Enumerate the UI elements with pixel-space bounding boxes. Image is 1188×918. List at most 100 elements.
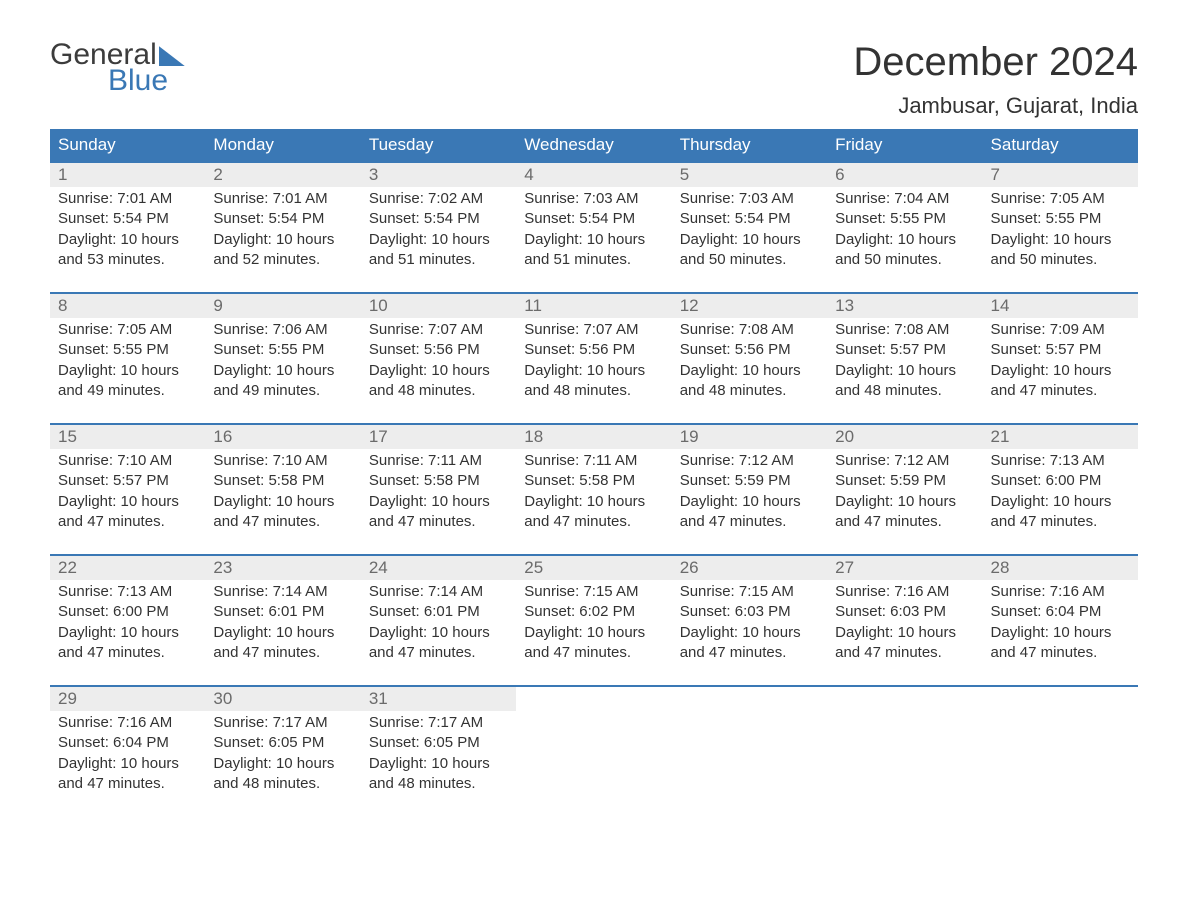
week-row: 8Sunrise: 7:05 AMSunset: 5:55 PMDaylight…	[50, 293, 1138, 424]
empty-cell	[672, 686, 827, 816]
weekday-header-cell: Thursday	[672, 129, 827, 162]
header: General Blue December 2024 Jambusar, Guj…	[50, 40, 1138, 119]
empty-cell	[516, 686, 671, 816]
day-cell: 1Sunrise: 7:01 AMSunset: 5:54 PMDaylight…	[50, 162, 205, 293]
day-details: Sunrise: 7:07 AMSunset: 5:56 PMDaylight:…	[524, 318, 663, 401]
week-row: 15Sunrise: 7:10 AMSunset: 5:57 PMDayligh…	[50, 424, 1138, 555]
day-number: 2	[213, 163, 352, 187]
weekday-header-cell: Saturday	[983, 129, 1138, 162]
empty-cell	[827, 686, 982, 816]
day-details: Sunrise: 7:01 AMSunset: 5:54 PMDaylight:…	[213, 187, 352, 270]
day-number: 22	[58, 556, 197, 580]
day-number: 29	[58, 687, 197, 711]
day-details: Sunrise: 7:05 AMSunset: 5:55 PMDaylight:…	[58, 318, 197, 401]
day-number: 19	[680, 425, 819, 449]
day-cell: 13Sunrise: 7:08 AMSunset: 5:57 PMDayligh…	[827, 293, 982, 424]
day-number: 5	[680, 163, 819, 187]
day-details: Sunrise: 7:16 AMSunset: 6:04 PMDaylight:…	[58, 711, 197, 794]
day-cell: 17Sunrise: 7:11 AMSunset: 5:58 PMDayligh…	[361, 424, 516, 555]
day-number: 14	[991, 294, 1130, 318]
day-cell: 21Sunrise: 7:13 AMSunset: 6:00 PMDayligh…	[983, 424, 1138, 555]
day-cell: 10Sunrise: 7:07 AMSunset: 5:56 PMDayligh…	[361, 293, 516, 424]
day-number: 21	[991, 425, 1130, 449]
day-cell: 28Sunrise: 7:16 AMSunset: 6:04 PMDayligh…	[983, 555, 1138, 686]
day-number: 3	[369, 163, 508, 187]
day-details: Sunrise: 7:14 AMSunset: 6:01 PMDaylight:…	[369, 580, 508, 663]
day-cell: 15Sunrise: 7:10 AMSunset: 5:57 PMDayligh…	[50, 424, 205, 555]
day-number: 17	[369, 425, 508, 449]
day-details: Sunrise: 7:03 AMSunset: 5:54 PMDaylight:…	[680, 187, 819, 270]
day-details: Sunrise: 7:17 AMSunset: 6:05 PMDaylight:…	[213, 711, 352, 794]
day-details: Sunrise: 7:08 AMSunset: 5:57 PMDaylight:…	[835, 318, 974, 401]
day-details: Sunrise: 7:02 AMSunset: 5:54 PMDaylight:…	[369, 187, 508, 270]
day-cell: 4Sunrise: 7:03 AMSunset: 5:54 PMDaylight…	[516, 162, 671, 293]
day-number: 7	[991, 163, 1130, 187]
day-number: 28	[991, 556, 1130, 580]
day-details: Sunrise: 7:11 AMSunset: 5:58 PMDaylight:…	[524, 449, 663, 532]
day-details: Sunrise: 7:11 AMSunset: 5:58 PMDaylight:…	[369, 449, 508, 532]
day-number: 9	[213, 294, 352, 318]
weekday-header-cell: Tuesday	[361, 129, 516, 162]
day-details: Sunrise: 7:07 AMSunset: 5:56 PMDaylight:…	[369, 318, 508, 401]
day-details: Sunrise: 7:09 AMSunset: 5:57 PMDaylight:…	[991, 318, 1130, 401]
day-details: Sunrise: 7:05 AMSunset: 5:55 PMDaylight:…	[991, 187, 1130, 270]
weekday-header-cell: Friday	[827, 129, 982, 162]
day-cell: 25Sunrise: 7:15 AMSunset: 6:02 PMDayligh…	[516, 555, 671, 686]
day-number: 13	[835, 294, 974, 318]
day-number: 30	[213, 687, 352, 711]
day-cell: 27Sunrise: 7:16 AMSunset: 6:03 PMDayligh…	[827, 555, 982, 686]
day-cell: 12Sunrise: 7:08 AMSunset: 5:56 PMDayligh…	[672, 293, 827, 424]
day-details: Sunrise: 7:08 AMSunset: 5:56 PMDaylight:…	[680, 318, 819, 401]
day-details: Sunrise: 7:12 AMSunset: 5:59 PMDaylight:…	[835, 449, 974, 532]
location: Jambusar, Gujarat, India	[853, 93, 1138, 119]
weekday-header-cell: Wednesday	[516, 129, 671, 162]
weekday-header-cell: Monday	[205, 129, 360, 162]
week-row: 1Sunrise: 7:01 AMSunset: 5:54 PMDaylight…	[50, 162, 1138, 293]
day-cell: 26Sunrise: 7:15 AMSunset: 6:03 PMDayligh…	[672, 555, 827, 686]
weekday-header-cell: Sunday	[50, 129, 205, 162]
day-number: 6	[835, 163, 974, 187]
day-details: Sunrise: 7:13 AMSunset: 6:00 PMDaylight:…	[991, 449, 1130, 532]
day-details: Sunrise: 7:14 AMSunset: 6:01 PMDaylight:…	[213, 580, 352, 663]
day-cell: 2Sunrise: 7:01 AMSunset: 5:54 PMDaylight…	[205, 162, 360, 293]
day-cell: 6Sunrise: 7:04 AMSunset: 5:55 PMDaylight…	[827, 162, 982, 293]
day-details: Sunrise: 7:13 AMSunset: 6:00 PMDaylight:…	[58, 580, 197, 663]
day-details: Sunrise: 7:03 AMSunset: 5:54 PMDaylight:…	[524, 187, 663, 270]
day-cell: 7Sunrise: 7:05 AMSunset: 5:55 PMDaylight…	[983, 162, 1138, 293]
month-title: December 2024	[853, 40, 1138, 85]
day-cell: 20Sunrise: 7:12 AMSunset: 5:59 PMDayligh…	[827, 424, 982, 555]
day-details: Sunrise: 7:04 AMSunset: 5:55 PMDaylight:…	[835, 187, 974, 270]
week-row: 22Sunrise: 7:13 AMSunset: 6:00 PMDayligh…	[50, 555, 1138, 686]
day-number: 31	[369, 687, 508, 711]
day-number: 11	[524, 294, 663, 318]
day-number: 23	[213, 556, 352, 580]
day-cell: 8Sunrise: 7:05 AMSunset: 5:55 PMDaylight…	[50, 293, 205, 424]
day-cell: 16Sunrise: 7:10 AMSunset: 5:58 PMDayligh…	[205, 424, 360, 555]
day-details: Sunrise: 7:16 AMSunset: 6:03 PMDaylight:…	[835, 580, 974, 663]
logo-triangle-icon	[159, 46, 185, 66]
day-cell: 19Sunrise: 7:12 AMSunset: 5:59 PMDayligh…	[672, 424, 827, 555]
day-details: Sunrise: 7:16 AMSunset: 6:04 PMDaylight:…	[991, 580, 1130, 663]
day-details: Sunrise: 7:12 AMSunset: 5:59 PMDaylight:…	[680, 449, 819, 532]
week-row: 29Sunrise: 7:16 AMSunset: 6:04 PMDayligh…	[50, 686, 1138, 816]
day-cell: 24Sunrise: 7:14 AMSunset: 6:01 PMDayligh…	[361, 555, 516, 686]
day-number: 8	[58, 294, 197, 318]
day-cell: 9Sunrise: 7:06 AMSunset: 5:55 PMDaylight…	[205, 293, 360, 424]
logo: General Blue	[50, 40, 185, 96]
day-cell: 31Sunrise: 7:17 AMSunset: 6:05 PMDayligh…	[361, 686, 516, 816]
day-number: 25	[524, 556, 663, 580]
day-cell: 29Sunrise: 7:16 AMSunset: 6:04 PMDayligh…	[50, 686, 205, 816]
calendar-table: SundayMondayTuesdayWednesdayThursdayFrid…	[50, 129, 1138, 816]
day-number: 26	[680, 556, 819, 580]
day-details: Sunrise: 7:10 AMSunset: 5:58 PMDaylight:…	[213, 449, 352, 532]
day-number: 20	[835, 425, 974, 449]
day-number: 27	[835, 556, 974, 580]
day-cell: 23Sunrise: 7:14 AMSunset: 6:01 PMDayligh…	[205, 555, 360, 686]
day-details: Sunrise: 7:06 AMSunset: 5:55 PMDaylight:…	[213, 318, 352, 401]
day-cell: 11Sunrise: 7:07 AMSunset: 5:56 PMDayligh…	[516, 293, 671, 424]
day-number: 15	[58, 425, 197, 449]
day-number: 16	[213, 425, 352, 449]
day-number: 4	[524, 163, 663, 187]
day-details: Sunrise: 7:01 AMSunset: 5:54 PMDaylight:…	[58, 187, 197, 270]
day-number: 12	[680, 294, 819, 318]
